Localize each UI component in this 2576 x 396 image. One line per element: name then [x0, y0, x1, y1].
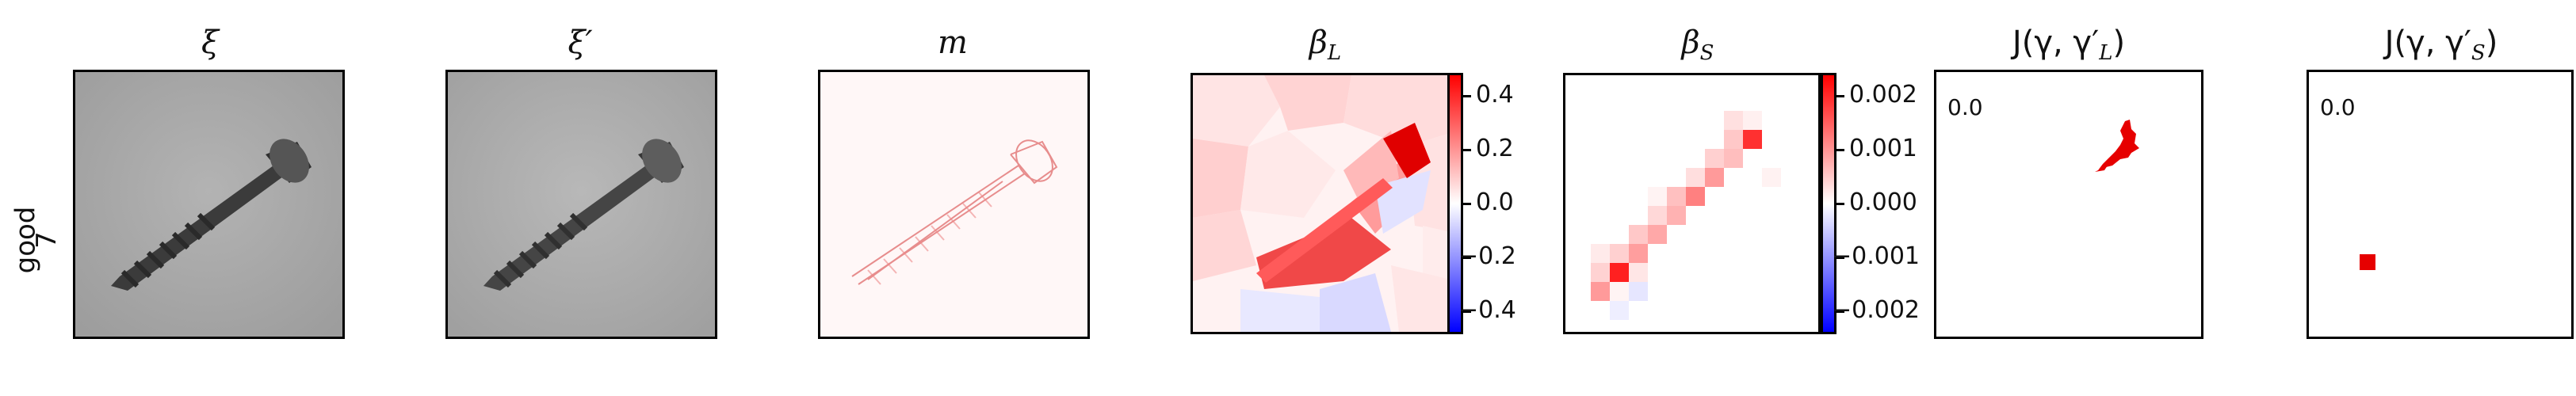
panel-title-m: m — [938, 25, 968, 61]
colorbar-beta-s-tick-4: −0.002 — [1832, 296, 1921, 324]
panel-title-xi-prime: ξ′ — [568, 25, 593, 61]
panel-title-xi: ξ — [201, 25, 220, 61]
colorbar-beta-l-tick-1: 0.2 — [1476, 135, 1514, 162]
panel-image-j-s: 0.0 — [2307, 70, 2574, 339]
heatmap-beta-l — [1193, 75, 1458, 332]
colorbar-beta-l-tick-2: 0.0 — [1476, 188, 1514, 216]
panel-title-j-s: J(γ, γ′S) — [2384, 25, 2498, 65]
panel-j-l-value: 0.0 — [1947, 94, 1983, 120]
colorbar-beta-s-tick-3: −0.001 — [1832, 242, 1921, 270]
j-l-region — [2095, 120, 2139, 172]
colorbar-beta-s-tick-2: 0.000 — [1849, 188, 1917, 216]
panel-title-j-l: J(γ, γ′L) — [2012, 25, 2126, 65]
j-s-region — [2360, 254, 2375, 270]
colorbar-beta-l — [1447, 73, 1463, 334]
colorbar-beta-s-tick-0: 0.002 — [1849, 81, 1917, 109]
colorbar-beta-s-tick-1: 0.001 — [1849, 135, 1917, 162]
panel-image-xi-prime — [445, 70, 717, 339]
panel-j-s-value: 0.0 — [2320, 94, 2356, 120]
panel-image-beta-s — [1563, 73, 1821, 334]
panel-title-beta-l: βL — [1309, 25, 1342, 65]
screw-image-xi — [75, 72, 342, 337]
panel-image-m — [818, 70, 1090, 339]
panel-image-xi — [73, 70, 345, 339]
panel-title-beta-s: βS — [1681, 25, 1714, 65]
colorbar-beta-l-tick-4: −0.4 — [1458, 296, 1516, 324]
screw-image-xi-prime — [448, 72, 715, 337]
heatmap-beta-s — [1565, 75, 1818, 332]
colorbar-beta-l-tick-0: 0.4 — [1476, 81, 1514, 109]
mask-image-m — [820, 72, 1087, 337]
panel-image-beta-l — [1191, 73, 1460, 334]
row-label-index: 7 — [30, 231, 63, 249]
colorbar-beta-s — [1821, 73, 1836, 334]
colorbar-beta-l-tick-3: −0.2 — [1458, 242, 1516, 270]
panel-image-j-l: 0.0 — [1934, 70, 2203, 339]
